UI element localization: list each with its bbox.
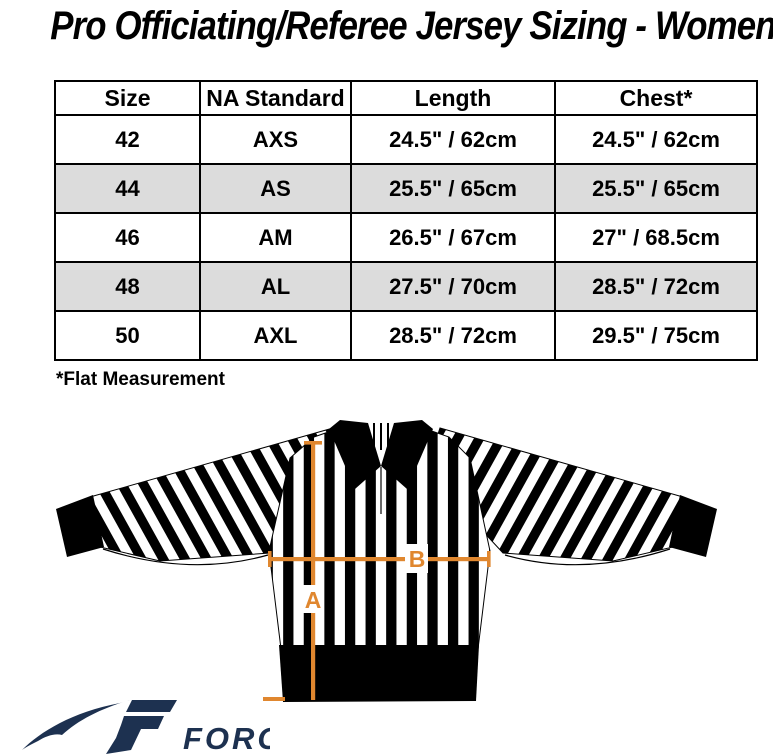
header-size: Size	[54, 80, 201, 116]
measure-a-top-cap	[304, 441, 322, 445]
cell-size: 50	[54, 310, 201, 361]
flat-measurement-footnote: *Flat Measurement	[56, 369, 225, 390]
cell-size: 46	[54, 212, 201, 263]
header-na-standard: NA Standard	[199, 80, 352, 116]
table-row: 44 AS 25.5" / 65cm 25.5" / 65cm	[54, 163, 758, 214]
measure-b-left-cap	[268, 551, 272, 567]
header-chest: Chest*	[554, 80, 758, 116]
measure-a-line	[311, 443, 316, 700]
sizing-table: Size NA Standard Length Chest* 42 AXS 24…	[54, 80, 758, 361]
cell-chest: 25.5" / 65cm	[554, 163, 758, 214]
collar	[329, 420, 433, 514]
table-row: 46 AM 26.5" / 67cm 27" / 68.5cm	[54, 212, 758, 263]
table-row: 50 AXL 28.5" / 72cm 29.5" / 75cm	[54, 310, 758, 361]
cell-length: 27.5" / 70cm	[350, 261, 556, 312]
cell-na: AS	[199, 163, 352, 214]
cell-size: 44	[54, 163, 201, 214]
cell-size: 48	[54, 261, 201, 312]
measure-a-bottom-dash	[263, 697, 285, 701]
cell-na: AM	[199, 212, 352, 263]
cell-length: 24.5" / 62cm	[350, 114, 556, 165]
left-underarm-outline	[102, 548, 269, 566]
table-row: 48 AL 27.5" / 70cm 28.5" / 72cm	[54, 261, 758, 312]
right-cuff	[669, 495, 717, 557]
label-b: B	[409, 546, 426, 572]
cell-chest: 27" / 68.5cm	[554, 212, 758, 263]
left-cuff	[56, 495, 104, 557]
table-row: 42 AXS 24.5" / 62cm 24.5" / 62cm	[54, 114, 758, 165]
right-sleeve	[425, 427, 717, 566]
page-title: Pro Officiating/Referee Jersey Sizing - …	[50, 4, 773, 48]
cell-na: AL	[199, 261, 352, 312]
cell-size: 42	[54, 114, 201, 165]
cell-length: 28.5" / 72cm	[350, 310, 556, 361]
cell-na: AXL	[199, 310, 352, 361]
force-logo: FORCE	[22, 700, 270, 754]
cell-na: AXS	[199, 114, 352, 165]
cell-chest: 29.5" / 75cm	[554, 310, 758, 361]
cell-length: 26.5" / 67cm	[350, 212, 556, 263]
cell-chest: 28.5" / 72cm	[554, 261, 758, 312]
measure-b-right-cap	[487, 551, 491, 567]
hem-band	[279, 645, 479, 702]
cell-length: 25.5" / 65cm	[350, 163, 556, 214]
cell-chest: 24.5" / 62cm	[554, 114, 758, 165]
logo-f-emblem	[106, 700, 177, 754]
logo-text: FORCE	[183, 721, 270, 754]
header-length: Length	[350, 80, 556, 116]
measure-b-line	[270, 557, 490, 562]
right-underarm-outline	[504, 548, 671, 566]
table-header-row: Size NA Standard Length Chest*	[54, 80, 758, 116]
label-a: A	[305, 587, 322, 613]
measurement-overlay: A B	[263, 441, 491, 701]
